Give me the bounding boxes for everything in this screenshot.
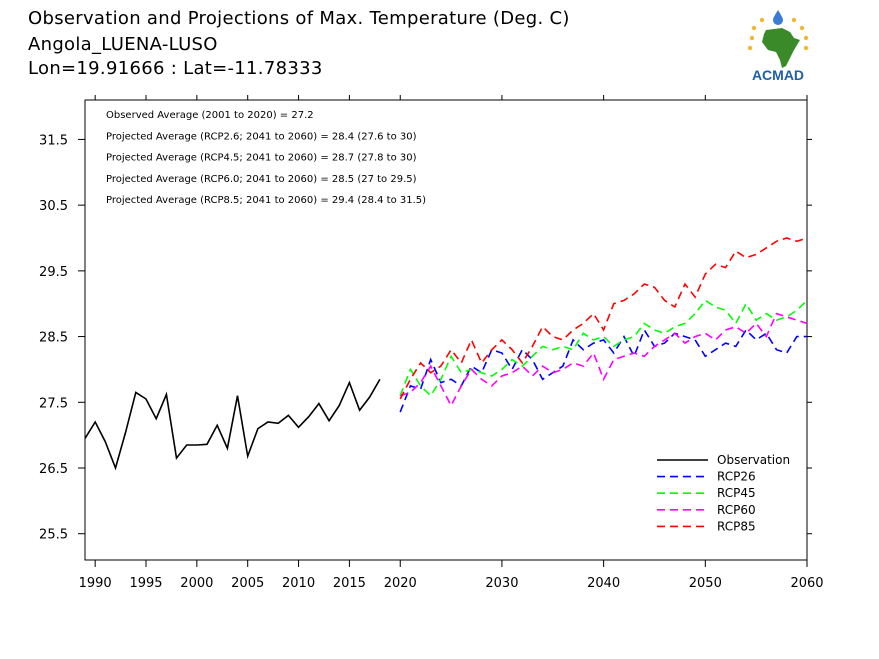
series-line-rcp85 — [399, 237, 808, 400]
annotation-line: Projected Average (RCP8.5; 2041 to 2060)… — [106, 195, 426, 206]
chart-title: Observation and Projections of Max. Temp… — [28, 8, 570, 29]
x-tick-label: 2040 — [587, 576, 620, 591]
chart-series — [84, 237, 808, 471]
y-tick-label: 29.5 — [39, 265, 68, 280]
x-tick-label: 1995 — [129, 576, 162, 591]
annotation-line: Projected Average (RCP2.6; 2041 to 2060)… — [106, 131, 417, 142]
series-line-rcp26 — [399, 328, 807, 413]
legend-label: Observation — [717, 453, 790, 467]
series-line-rcp60 — [399, 312, 808, 408]
x-tick-label: 2060 — [790, 576, 823, 591]
legend-label: RCP85 — [717, 519, 756, 533]
x-tick-label: 2015 — [333, 576, 366, 591]
y-tick-label: 31.5 — [39, 133, 68, 148]
x-tick-label: 2005 — [231, 576, 264, 591]
chart-axes: 1990 1995 2000 2005 2010 2015 2020 2030 2040 2050… — [39, 95, 824, 591]
plot-frame — [84, 99, 808, 561]
y-tick-label: 26.5 — [39, 462, 68, 477]
y-tick-label: 27.5 — [39, 396, 68, 411]
logo-text: ACMAD — [752, 67, 804, 83]
annotation-line: Projected Average (RCP4.5; 2041 to 2060)… — [106, 153, 417, 164]
logo-africa-icon — [762, 28, 800, 68]
chart-legend: Observation RCP26 RCP45 RCP60 RCP85 — [657, 453, 790, 533]
x-tick-label: 1990 — [79, 576, 112, 591]
x-tick-label: 2030 — [485, 576, 518, 591]
chart-annotations: Observed Average (2001 to 2020) = 27.2 Pr… — [106, 110, 426, 206]
legend-label: RCP60 — [717, 503, 756, 517]
annotation-line: Projected Average (RCP6.0; 2041 to 2060)… — [106, 174, 417, 185]
x-tick-label: 2020 — [384, 576, 417, 591]
x-tick-label: 2050 — [689, 576, 722, 591]
y-tick-label: 30.5 — [39, 199, 68, 214]
series-line-observation — [84, 378, 381, 471]
y-tick-label: 25.5 — [39, 528, 68, 543]
africa-map-logo-icon: ACMAD — [747, 10, 809, 83]
legend-label: RCP45 — [717, 486, 756, 500]
station-name: Angola_LUENA-LUSO — [28, 34, 218, 55]
x-tick-label: 2010 — [282, 576, 315, 591]
y-tick-label: 28.5 — [39, 331, 68, 346]
annotation-line: Observed Average (2001 to 2020) = 27.2 — [106, 110, 314, 121]
series-line-rcp45 — [399, 299, 808, 397]
station-coordinates: Lon=19.91666 : Lat=-11.78333 — [28, 58, 323, 79]
logo-sun-rays-icon — [747, 17, 809, 51]
legend-label: RCP26 — [717, 470, 756, 484]
logo-drop-icon — [773, 10, 783, 25]
x-tick-label: 2000 — [180, 576, 213, 591]
